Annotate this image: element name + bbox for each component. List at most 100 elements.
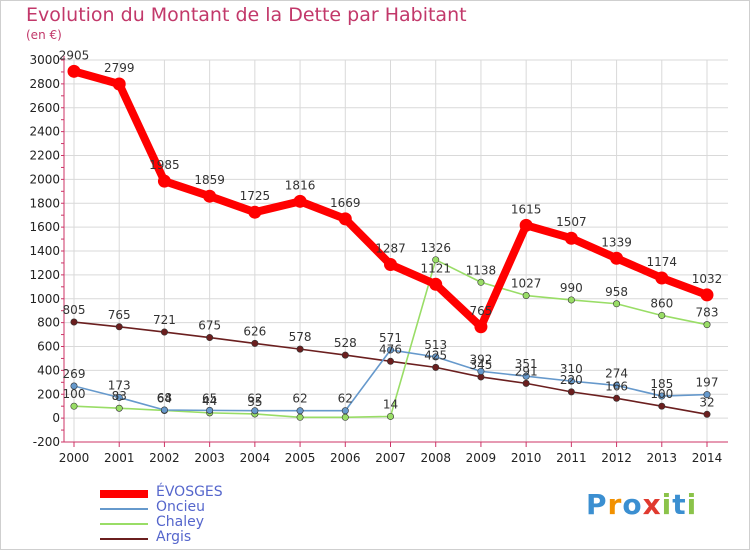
data-point xyxy=(341,351,349,359)
legend-label: Chaley xyxy=(156,514,205,530)
legend-label: Argis xyxy=(156,529,192,545)
logo-letter: r xyxy=(607,488,623,521)
data-label: 1174 xyxy=(647,255,678,269)
data-label: 68 xyxy=(157,391,172,405)
data-label: 1339 xyxy=(601,235,632,249)
data-label: 1326 xyxy=(420,241,451,255)
data-label: 291 xyxy=(515,364,538,378)
series-lines xyxy=(67,64,714,421)
data-label: 1027 xyxy=(511,277,542,291)
legend-label: ÉVOSGES xyxy=(156,484,223,500)
y-tick-label: 2800 xyxy=(29,77,60,91)
data-label: 578 xyxy=(289,330,312,344)
y-tick-label: 3000 xyxy=(29,53,60,67)
data-point xyxy=(703,391,711,399)
data-point xyxy=(474,320,488,334)
data-point xyxy=(206,406,214,414)
chart-unit-label: (en €) xyxy=(26,28,62,42)
y-tick-label: 1600 xyxy=(29,220,60,234)
data-point xyxy=(157,174,171,188)
data-label: 765 xyxy=(108,308,131,322)
data-point xyxy=(658,402,666,410)
logo-letter: P xyxy=(586,488,608,521)
x-tick-label: 2011 xyxy=(556,451,587,465)
x-tick-label: 2003 xyxy=(194,451,225,465)
data-label: 62 xyxy=(292,392,307,406)
legend-swatch xyxy=(100,538,148,540)
data-point xyxy=(115,323,123,331)
data-label: 1138 xyxy=(466,263,497,277)
data-label: 805 xyxy=(63,303,86,317)
data-label: 83 xyxy=(112,389,127,403)
data-point xyxy=(522,379,530,387)
data-point xyxy=(432,363,440,371)
data-point xyxy=(341,413,349,421)
data-label: 274 xyxy=(605,366,628,380)
y-tick-label: 400 xyxy=(37,363,60,377)
data-point xyxy=(115,404,123,412)
data-point xyxy=(477,278,485,286)
data-point xyxy=(248,205,262,219)
y-tick-label: -200 xyxy=(33,435,60,449)
data-point xyxy=(384,257,397,271)
data-label: 1985 xyxy=(149,158,180,172)
data-label: 1287 xyxy=(375,241,406,255)
data-label: 1032 xyxy=(692,272,723,286)
data-label: 1669 xyxy=(330,196,361,210)
x-tick-label: 2000 xyxy=(59,451,90,465)
chart-title: Evolution du Montant de la Dette par Hab… xyxy=(26,4,467,26)
data-point xyxy=(112,77,126,91)
data-point xyxy=(613,381,621,389)
data-point xyxy=(386,412,394,420)
y-tick-label: 800 xyxy=(37,316,60,330)
legend-label: Oncieu xyxy=(156,499,205,515)
data-label: 62 xyxy=(338,392,353,406)
data-label: 100 xyxy=(63,387,86,401)
data-label: 65 xyxy=(202,391,217,405)
data-label: 392 xyxy=(469,352,492,366)
x-tick-label: 2012 xyxy=(601,451,632,465)
data-label: 626 xyxy=(243,324,266,338)
y-tick-label: 2000 xyxy=(29,172,60,186)
data-point xyxy=(519,218,533,232)
x-tick-label: 2013 xyxy=(647,451,678,465)
data-point xyxy=(567,388,575,396)
data-label: 1507 xyxy=(556,215,587,229)
data-label: 1816 xyxy=(285,178,316,192)
data-point xyxy=(70,382,78,390)
data-point xyxy=(610,251,624,265)
data-label: 197 xyxy=(696,376,719,390)
data-point xyxy=(67,64,81,78)
x-tick-label: 2010 xyxy=(511,451,542,465)
data-label: 14 xyxy=(383,397,398,411)
data-point xyxy=(386,357,394,365)
data-point xyxy=(522,292,530,300)
data-point xyxy=(160,406,168,414)
data-point xyxy=(296,407,304,415)
y-tick-label: 1000 xyxy=(29,292,60,306)
x-tick-label: 2009 xyxy=(466,451,497,465)
legend-swatch xyxy=(100,490,148,498)
data-label: 220 xyxy=(560,373,583,387)
data-point xyxy=(658,392,666,400)
y-tick-label: 600 xyxy=(37,340,60,354)
data-point xyxy=(160,328,168,336)
grid-lines xyxy=(64,59,728,443)
data-point xyxy=(703,410,711,418)
data-point xyxy=(432,353,440,361)
data-label: 44 xyxy=(202,394,217,408)
logo-letter: i xyxy=(661,488,673,521)
data-label: 2905 xyxy=(59,48,90,62)
data-point xyxy=(251,407,259,415)
data-point xyxy=(703,321,711,329)
data-label: 528 xyxy=(334,336,357,350)
data-point xyxy=(296,413,304,421)
data-point xyxy=(613,394,621,402)
data-label: 185 xyxy=(650,377,673,391)
x-tick-label: 2014 xyxy=(692,451,723,465)
data-point xyxy=(251,339,259,347)
data-point xyxy=(700,288,714,302)
brand-logo: Proxiti xyxy=(586,488,697,521)
y-tick-label: 0 xyxy=(52,411,60,425)
x-tick-label: 2002 xyxy=(149,451,180,465)
